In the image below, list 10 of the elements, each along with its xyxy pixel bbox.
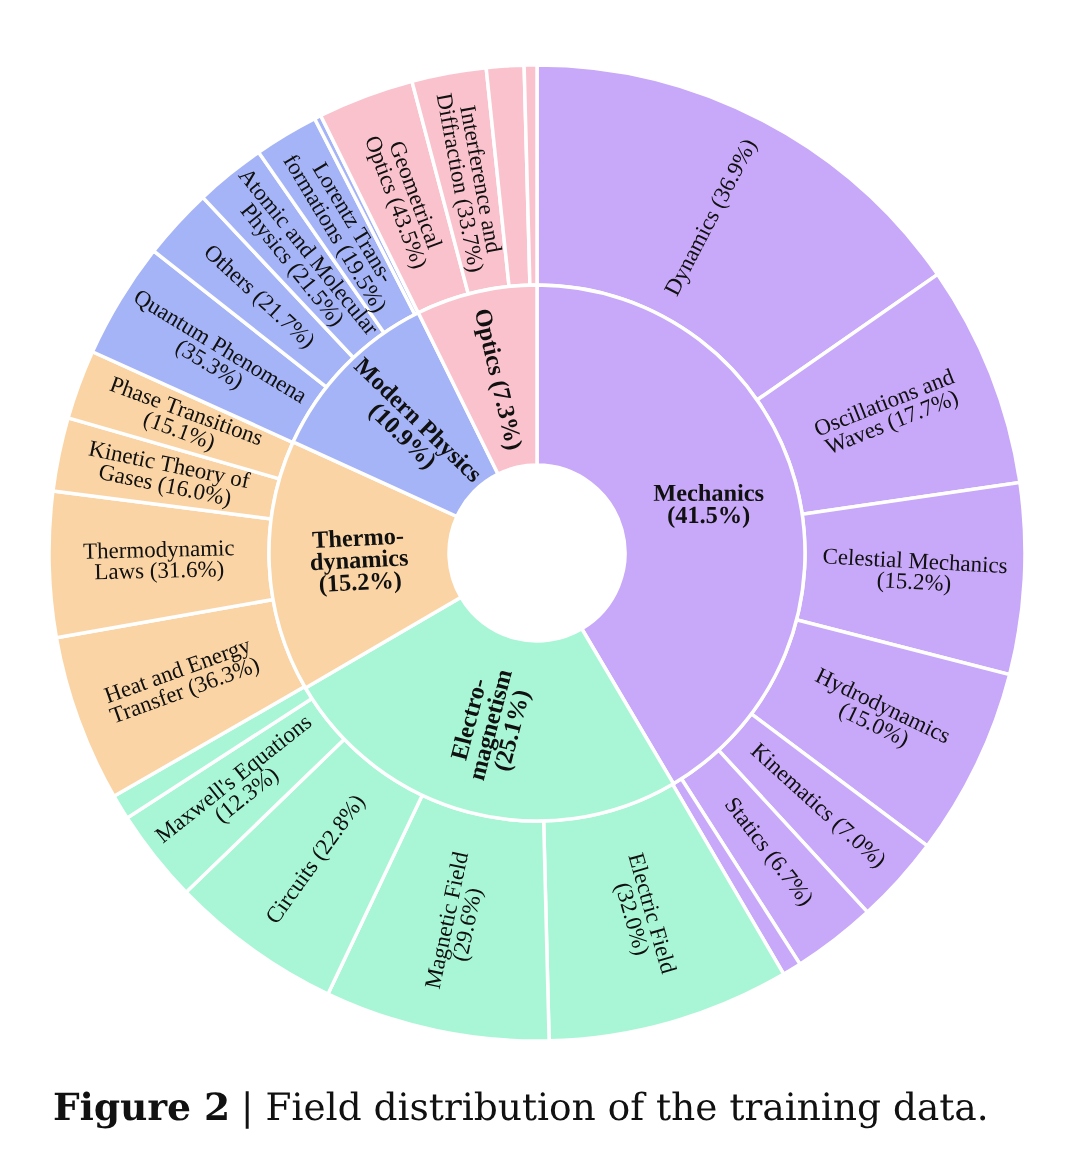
data-label: Thermo- dynamics (15.2%) bbox=[310, 526, 409, 598]
caption: Figure 2 bbox=[54, 1091, 227, 1129]
slice-label: Electric Field (32.0%) bbox=[610, 851, 678, 975]
data-label: Optics (7.3%) bbox=[469, 307, 524, 452]
data-label: Mechanics (41.5%) bbox=[653, 483, 764, 529]
data-label: Electro- magnetism (25.1%) bbox=[449, 667, 535, 783]
text: | Field distribution of the training data. bbox=[245, 1091, 986, 1129]
slice-label: Thermodynamic Laws (31.6%) bbox=[83, 539, 235, 585]
slice-label: Celestial Mechanics (15.2%) bbox=[823, 547, 1008, 596]
slice-label: Magnetic Field (29.6%) bbox=[423, 850, 487, 991]
